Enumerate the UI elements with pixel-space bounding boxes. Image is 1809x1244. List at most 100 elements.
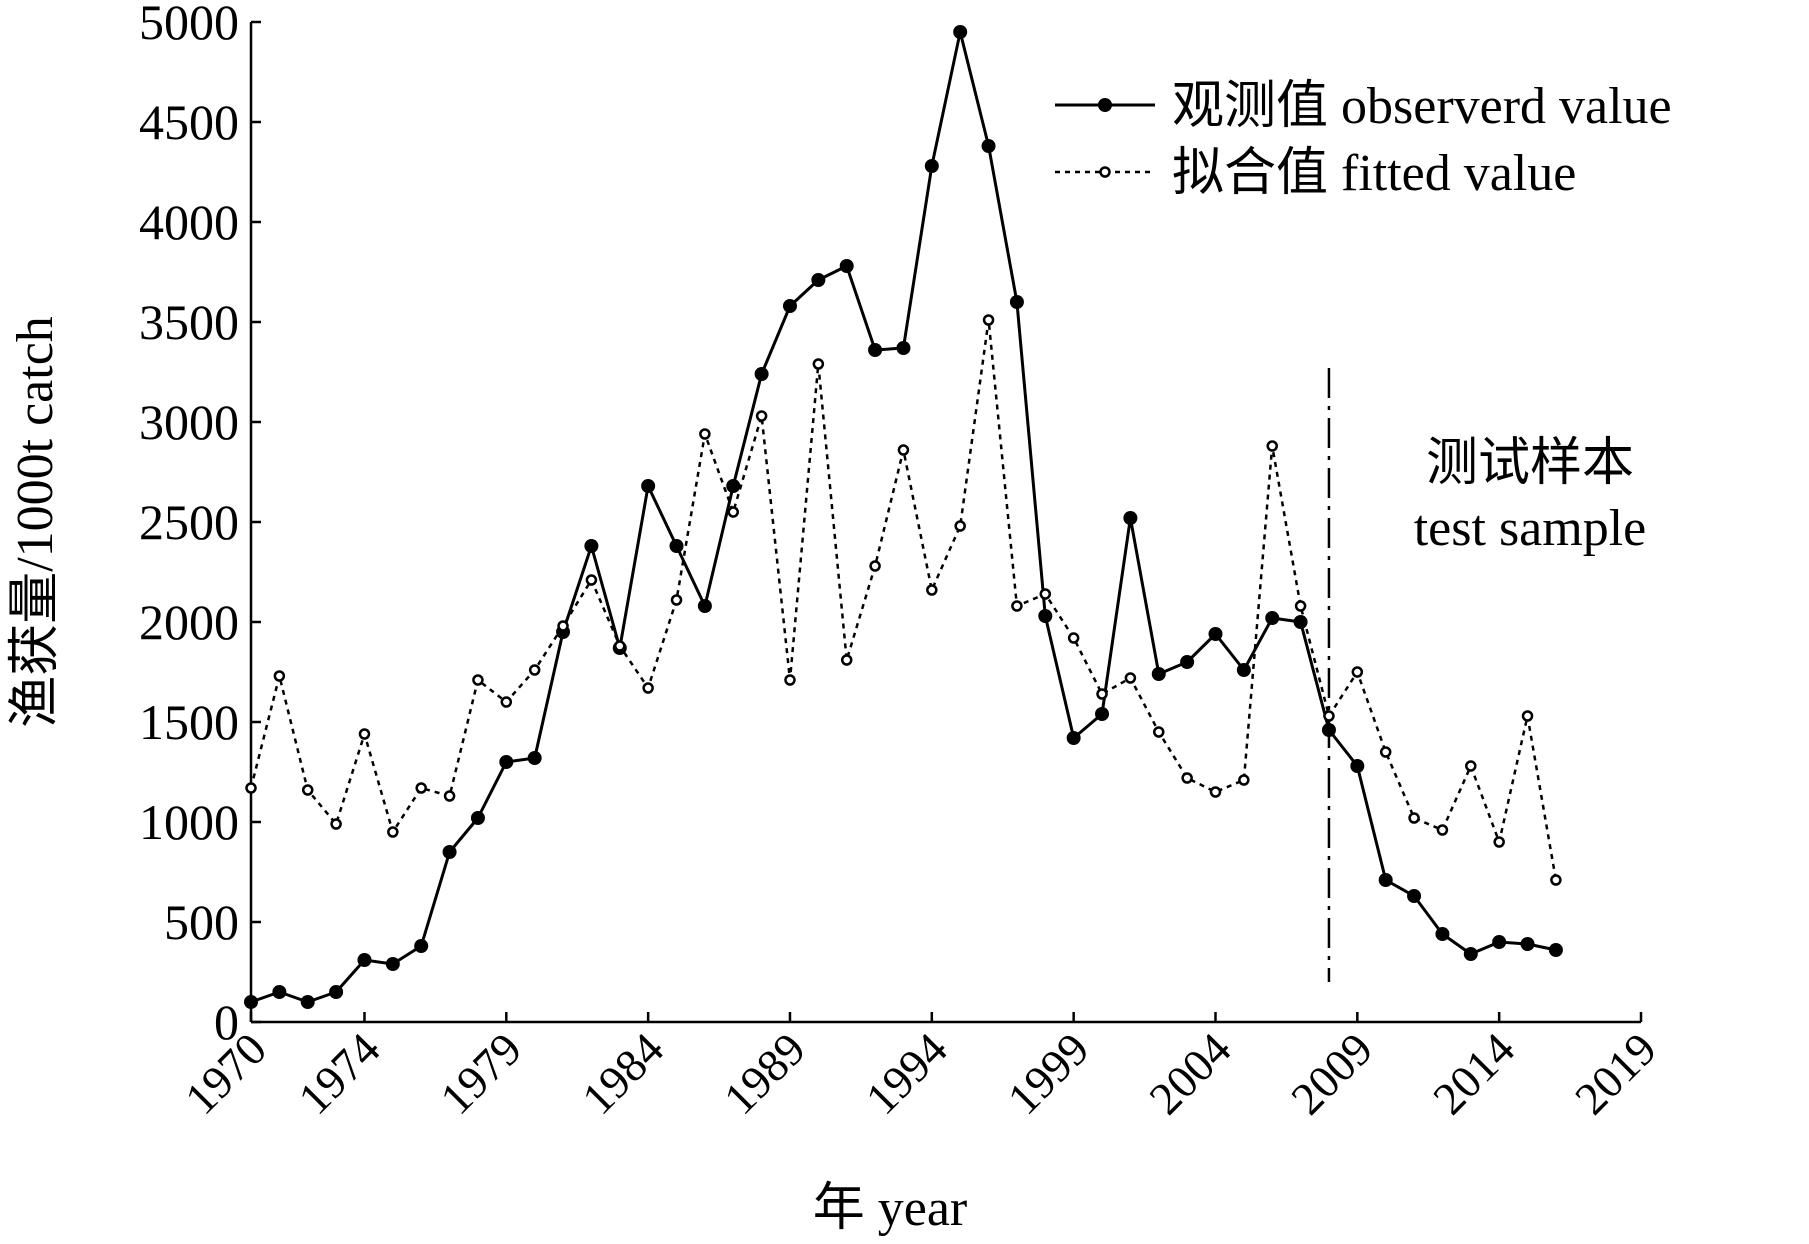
fitted-point xyxy=(1266,440,1278,452)
observed-point xyxy=(924,159,939,173)
fitted-point xyxy=(1209,786,1222,798)
y-tick-label: 3500 xyxy=(139,294,239,350)
observed-point xyxy=(1321,723,1336,737)
observed-point xyxy=(1208,627,1223,641)
observed-point xyxy=(584,539,599,553)
fitted-point xyxy=(784,674,796,686)
fitted-point xyxy=(387,826,399,838)
fitted-point xyxy=(1465,760,1477,772)
series-layer xyxy=(244,25,1563,1009)
observed-point xyxy=(1265,611,1280,625)
fitted-point xyxy=(642,682,654,694)
fitted-point xyxy=(755,410,768,422)
observed-point xyxy=(641,479,656,493)
observed-point xyxy=(470,811,485,825)
x-tick-label: 2004 xyxy=(1139,1023,1240,1124)
x-tick-label: 2014 xyxy=(1423,1023,1524,1124)
fitted-point xyxy=(472,674,484,686)
observed-point xyxy=(1095,707,1110,721)
fitted-point xyxy=(869,560,881,572)
y-tick-label: 1500 xyxy=(139,694,239,750)
fitted-point xyxy=(1351,666,1364,678)
x-tick-label: 1994 xyxy=(856,1023,957,1124)
axes-layer xyxy=(249,20,1643,1024)
fitted-point xyxy=(500,696,513,708)
observed-point xyxy=(868,343,883,357)
y-tick-label: 4000 xyxy=(139,194,239,250)
observed-point xyxy=(1548,943,1563,957)
y-tick-label: 2500 xyxy=(139,494,239,550)
y-tick-label: 1000 xyxy=(139,794,239,850)
fitted-point xyxy=(812,358,825,370)
fitted-point xyxy=(1039,588,1052,600)
observed-point xyxy=(1463,947,1478,961)
test-sample-label-en: test sample xyxy=(1414,500,1647,557)
observed-point xyxy=(1520,937,1535,951)
fitted-point xyxy=(273,670,286,682)
observed-point xyxy=(300,995,315,1009)
observed-point xyxy=(1180,655,1195,669)
observed-point xyxy=(896,341,911,355)
observed-point xyxy=(442,845,457,859)
observed-point xyxy=(1038,609,1053,623)
observed-point xyxy=(1009,295,1024,309)
observed-point xyxy=(981,139,996,153)
y-tick-label: 2000 xyxy=(139,594,239,650)
observed-point xyxy=(244,995,258,1009)
fitted-point xyxy=(1294,600,1307,612)
legend-label-fitted: 拟合值 fitted value xyxy=(1172,145,1576,202)
observed-point xyxy=(1066,731,1081,745)
test-sample-label-cn: 测试样本 xyxy=(1426,435,1634,492)
x-tick-label: 2009 xyxy=(1281,1023,1382,1124)
fitted-point xyxy=(528,664,541,676)
fitted-point xyxy=(330,818,342,830)
observed-point xyxy=(953,25,968,39)
fitted-point xyxy=(926,584,938,596)
fitted-point xyxy=(670,594,683,606)
fitted-point xyxy=(954,520,966,532)
fitted-point xyxy=(1323,710,1335,722)
fitted-point xyxy=(727,506,739,518)
fitted-point xyxy=(415,782,427,794)
observed-point xyxy=(1236,663,1251,677)
fitted-point xyxy=(585,574,598,586)
observed-point xyxy=(1293,615,1308,629)
observed-point xyxy=(272,985,287,999)
fitted-point xyxy=(1493,836,1505,848)
x-tick-label: 1989 xyxy=(714,1023,815,1124)
x-tick-label: 2019 xyxy=(1565,1023,1666,1124)
fitted-point xyxy=(699,428,711,440)
observed-point xyxy=(527,751,542,765)
fitted-point xyxy=(1011,600,1023,612)
legend-label-observed: 观测值 observerd value xyxy=(1172,78,1672,135)
observed-point xyxy=(1151,667,1166,681)
y-tick-label: 4500 xyxy=(139,94,239,150)
fitted-point xyxy=(301,784,314,796)
fitted-point xyxy=(1238,774,1250,786)
observed-point xyxy=(839,259,854,273)
observed-point xyxy=(1492,935,1507,949)
observed-point xyxy=(754,367,769,381)
fitted-point xyxy=(1067,632,1080,644)
labels-layer: 0 500 1000 1500 2000 2500 3000 3500 4000 4500 5000… xyxy=(7,0,1672,1237)
legend-marker-observed xyxy=(1098,98,1112,112)
observed-point xyxy=(1378,873,1393,887)
y-tick-label: 500 xyxy=(164,894,239,950)
observed-point xyxy=(669,539,684,553)
fitted-point xyxy=(1521,710,1534,722)
x-tick-label: 1984 xyxy=(572,1023,673,1124)
fitted-point xyxy=(245,782,257,794)
observed-point xyxy=(1435,927,1450,941)
x-axis-title: 年 year xyxy=(813,1180,967,1237)
x-tick-label: 1974 xyxy=(288,1023,389,1124)
fitted-point xyxy=(1408,812,1420,824)
fitted-point xyxy=(557,620,569,632)
fitted-point xyxy=(1096,688,1108,700)
observed-point xyxy=(1350,759,1365,773)
observed-point xyxy=(782,299,797,313)
fitted-point xyxy=(1550,874,1562,886)
y-tick-label: 0 xyxy=(214,994,239,1050)
observed-point xyxy=(329,985,344,999)
y-tick-label: 5000 xyxy=(139,0,239,50)
